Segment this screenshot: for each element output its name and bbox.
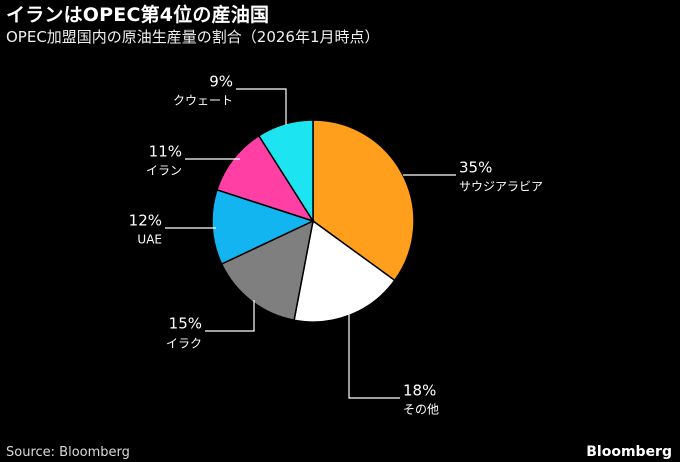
- pie-slice: [220, 219, 315, 322]
- source-note: Source: Bloomberg: [6, 445, 130, 460]
- slice-value-label: 12%: [129, 212, 162, 230]
- chart-subtitle: OPEC加盟国内の原油生産量の割合（2026年1月時点）: [6, 28, 380, 46]
- pie-slice: [257, 119, 314, 224]
- slice-category-label: サウジアラビア: [459, 180, 543, 194]
- chart-title: イランはOPEC第4位の産油国: [6, 4, 270, 26]
- slice-category-label: クウェート: [173, 94, 233, 108]
- slice-category-label: その他: [403, 403, 439, 417]
- slice-value-label: 11%: [149, 143, 182, 161]
- slice-value-label: 18%: [403, 382, 436, 400]
- brand-logo: Bloomberg: [586, 444, 672, 460]
- slice-category-label: UAE: [137, 233, 162, 247]
- pie-slice: [293, 219, 396, 323]
- pie-slice: [312, 119, 415, 282]
- slice-value-label: 35%: [459, 159, 492, 177]
- pie-slices: [211, 119, 415, 323]
- slice-value-label: 9%: [209, 73, 233, 91]
- leader-line: [348, 310, 400, 399]
- slice-value-label: 15%: [169, 315, 202, 333]
- leader-line: [236, 88, 287, 125]
- pie-slice: [211, 188, 316, 265]
- slice-category-label: イラク: [166, 337, 202, 351]
- leader-line: [205, 300, 255, 332]
- slice-category-label: イラン: [146, 164, 182, 178]
